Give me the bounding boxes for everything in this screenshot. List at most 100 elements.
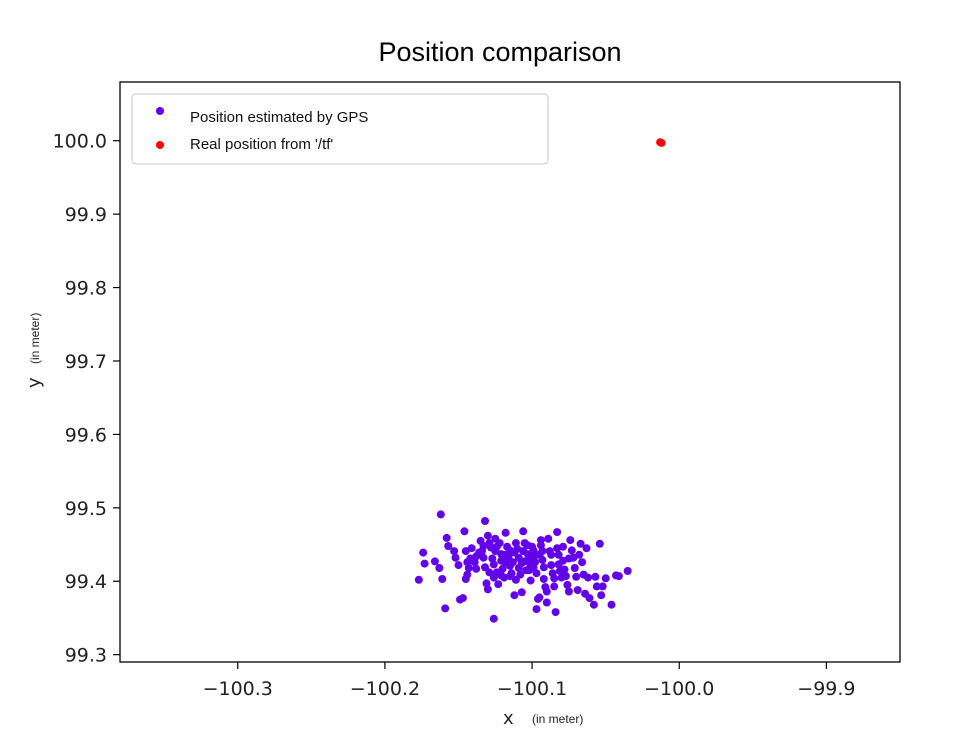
data-point <box>570 564 579 572</box>
data-point <box>501 550 510 559</box>
data-point <box>494 580 503 589</box>
data-point <box>517 558 526 567</box>
data-point <box>529 563 538 572</box>
series-1 <box>656 138 666 147</box>
data-point <box>572 572 581 581</box>
data-point <box>550 574 559 583</box>
data-point <box>498 564 507 573</box>
x-tick-label: −100.1 <box>497 678 567 700</box>
data-point <box>435 564 444 572</box>
data-point <box>507 569 516 578</box>
data-point <box>454 561 463 570</box>
data-point <box>538 547 547 556</box>
y-tick-label: 100.0 <box>53 131 107 153</box>
data-point <box>542 598 551 607</box>
data-point <box>563 580 572 589</box>
y-tick-label: 99.5 <box>65 498 107 520</box>
data-point <box>559 542 567 551</box>
points-layer <box>414 138 666 623</box>
data-point <box>595 539 604 548</box>
data-point <box>481 517 489 525</box>
data-point <box>463 570 472 579</box>
data-point <box>442 533 451 542</box>
axes-frame <box>119 81 901 663</box>
data-point <box>657 138 666 147</box>
data-point <box>460 527 469 536</box>
data-point <box>438 575 447 583</box>
data-point <box>501 558 510 567</box>
data-point <box>614 572 623 581</box>
data-point <box>444 542 453 550</box>
data-point <box>479 553 488 562</box>
data-point <box>517 588 526 597</box>
data-point <box>542 587 551 596</box>
legend-label-real: Real position from '/tf' <box>190 136 333 153</box>
data-point <box>582 544 591 553</box>
data-point <box>508 558 517 567</box>
data-point <box>492 542 501 551</box>
data-point <box>592 582 601 591</box>
series-0 <box>414 510 632 623</box>
data-point <box>420 559 429 568</box>
y-axis-label-text: y <box>24 377 45 388</box>
data-point <box>519 527 528 536</box>
data-point <box>436 510 445 519</box>
legend-entry-gps: Position estimated by GPS <box>156 107 368 126</box>
x-axis-label-text: x <box>503 708 514 729</box>
legend-entry-real: Real position from '/tf' <box>156 136 333 153</box>
chart-title: Position comparison <box>378 37 621 67</box>
data-point <box>585 594 594 603</box>
legend-marker-gps <box>156 107 164 115</box>
data-point <box>532 605 541 614</box>
y-tick-label: 99.6 <box>65 424 107 446</box>
y-axis-label-unit: (in meter) <box>28 313 42 364</box>
data-point <box>591 572 600 581</box>
data-point <box>497 571 506 580</box>
data-point <box>529 546 538 555</box>
data-point <box>575 550 584 559</box>
data-point <box>573 586 582 595</box>
x-tick-label: −99.9 <box>797 678 855 700</box>
data-point <box>554 550 563 559</box>
data-point <box>414 575 423 584</box>
data-point <box>566 536 575 545</box>
x-tick-label: −100.2 <box>350 678 420 700</box>
x-tick-label: −100.3 <box>203 678 273 700</box>
y-ticks: 99.3 99.4 99.5 99.6 99.7 99.8 99.9 100.0 <box>53 131 120 667</box>
data-point <box>458 594 467 603</box>
data-point <box>623 567 632 575</box>
data-point <box>489 573 498 582</box>
y-tick-label: 99.9 <box>65 204 107 226</box>
data-point <box>430 557 439 566</box>
data-point <box>463 558 472 567</box>
data-point <box>578 558 587 567</box>
y-tick-label: 99.8 <box>65 278 107 300</box>
data-point <box>551 608 560 617</box>
data-point <box>544 534 553 543</box>
data-point <box>479 542 488 550</box>
data-point <box>584 573 592 582</box>
legend-box <box>131 93 549 165</box>
data-point <box>489 614 498 623</box>
data-point <box>511 575 520 584</box>
data-point <box>501 528 510 537</box>
data-point <box>589 600 598 609</box>
data-point <box>564 587 573 596</box>
data-point <box>547 550 556 559</box>
data-point <box>539 563 548 572</box>
legend: Position estimated by GPS Real position … <box>131 93 549 165</box>
data-point <box>567 546 576 555</box>
data-point <box>569 553 578 562</box>
data-point <box>510 591 519 600</box>
data-point <box>547 561 556 570</box>
y-tick-label: 99.3 <box>65 645 107 667</box>
data-point <box>598 582 607 591</box>
data-point <box>472 564 481 573</box>
legend-marker-real <box>156 141 164 149</box>
data-point <box>535 593 544 602</box>
data-point <box>483 585 492 594</box>
x-ticks: −100.3 −100.2 −100.1 −100.0 −99.9 <box>203 662 856 700</box>
legend-label-gps: Position estimated by GPS <box>190 109 368 126</box>
data-point <box>607 600 616 609</box>
